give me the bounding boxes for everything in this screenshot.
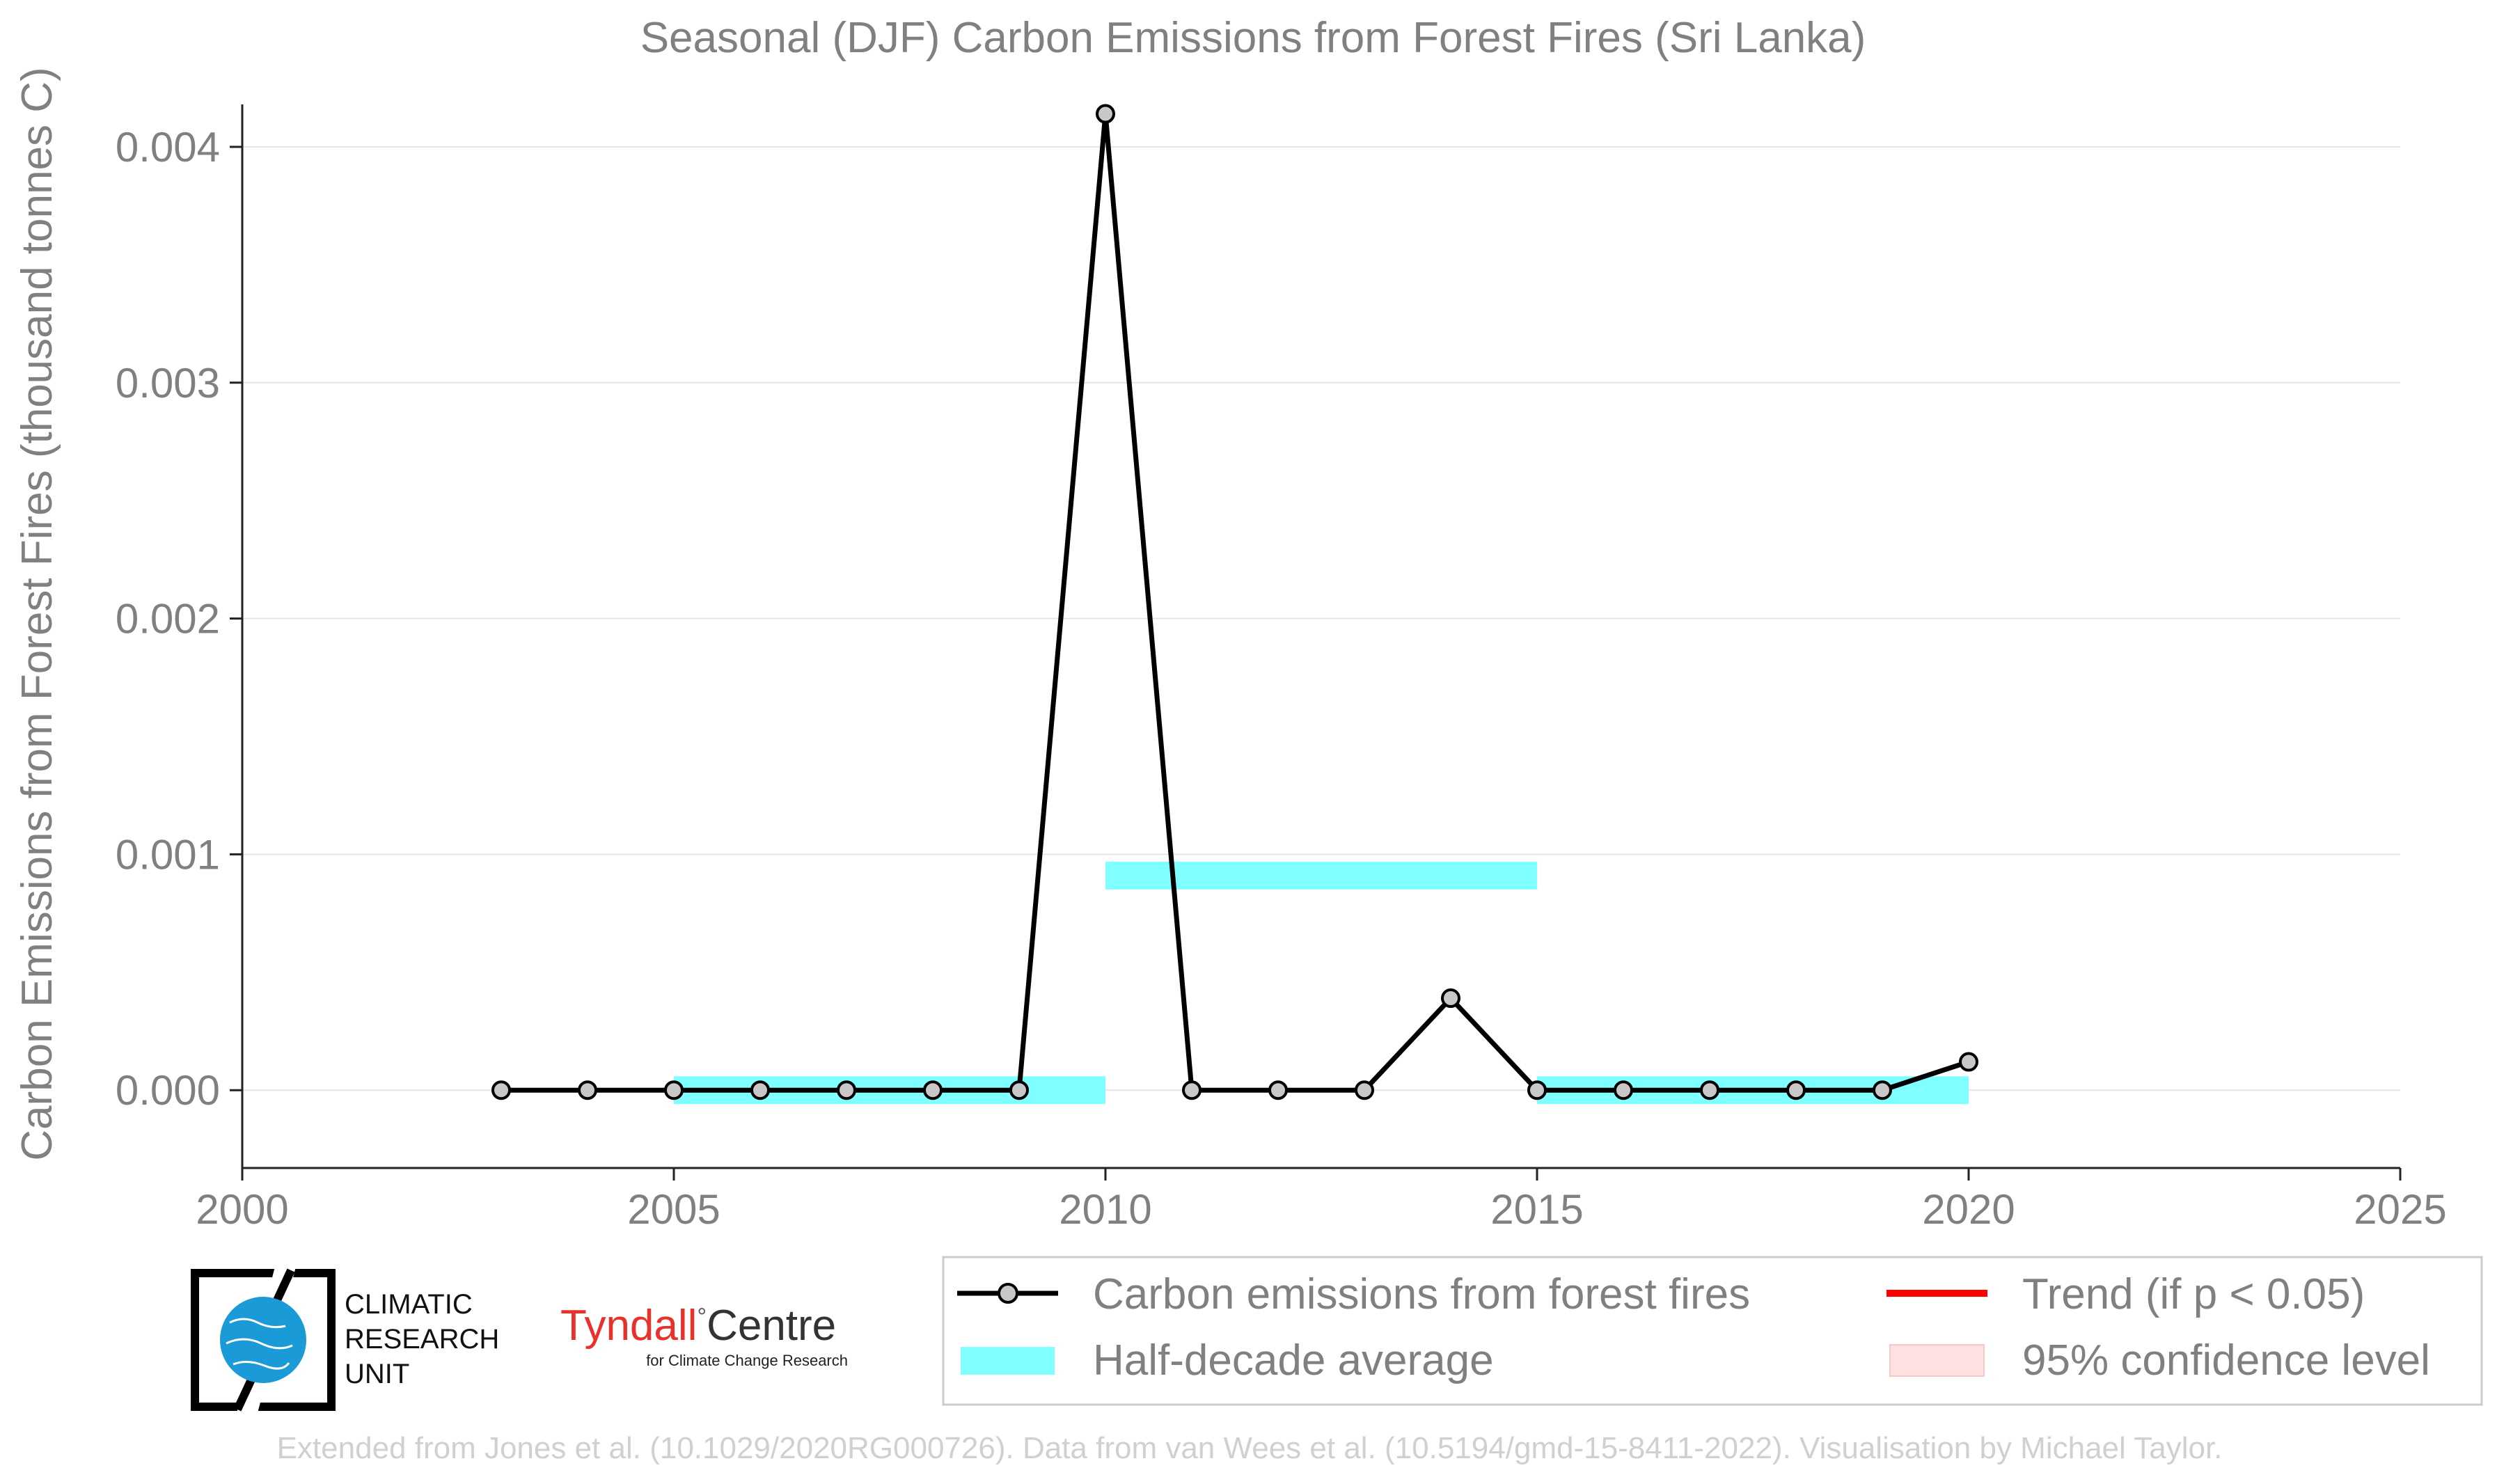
cru-logo-text-line1: CLIMATIC <box>345 1289 473 1320</box>
data-point-2015 <box>1527 1080 1547 1100</box>
x-tick-label-2025: 2025 <box>2354 1186 2446 1233</box>
y-axis-label: Carbon Emissions from Forest Fires (thou… <box>13 67 61 1160</box>
data-point-2020 <box>1959 1052 1978 1072</box>
cru-logo-slash-top <box>272 1268 295 1304</box>
globe-icon-lines <box>226 1318 293 1370</box>
legend-label-series: Carbon emissions from forest fires <box>1093 1270 1750 1318</box>
data-point-2018 <box>1786 1080 1806 1100</box>
data-point-2011 <box>1182 1080 1202 1100</box>
data-point-2010 <box>1096 104 1115 124</box>
cru-logo-text-line3: UNIT <box>345 1359 409 1389</box>
svg-text:Tyndall°Centre: Tyndall°Centre <box>560 1302 836 1350</box>
legend-label-half-decade: Half-decade average <box>1093 1336 1494 1384</box>
legend-symbol-series-marker <box>998 1283 1018 1304</box>
legend-label-confidence: 95% confidence level <box>2022 1336 2430 1384</box>
series-line <box>501 113 1970 1093</box>
half-decade-bar-1 <box>1105 861 1537 890</box>
legend-symbol-confidence <box>1889 1344 1985 1377</box>
data-point-2017 <box>1700 1080 1719 1100</box>
x-tick-label-2005: 2005 <box>627 1186 720 1233</box>
data-point-2014 <box>1441 988 1460 1009</box>
data-point-2008 <box>923 1080 943 1100</box>
legend: Carbon emissions from forest fires Half-… <box>942 1256 2483 1406</box>
y-tick-label-4: 0.004 <box>116 124 220 171</box>
data-point-2012 <box>1268 1080 1288 1100</box>
cru-logo: CLIMATIC RESEARCH UNIT <box>191 1267 499 1413</box>
data-point-2007 <box>837 1080 856 1100</box>
gridlines <box>242 145 2400 1091</box>
credit-text: Extended from Jones et al. (10.1029/2020… <box>277 1431 2223 1465</box>
legend-box <box>942 1256 2483 1406</box>
legend-symbol-half-decade <box>961 1347 1055 1375</box>
data-point-2013 <box>1355 1080 1374 1100</box>
tyndall-subtitle: for Climate Change Research <box>646 1352 848 1369</box>
x-tick-label-2020: 2020 <box>1922 1186 2015 1233</box>
tyndall-logo: Tyndall°Centre for Climate Change Resear… <box>560 1302 848 1369</box>
cru-logo-frame <box>191 1269 336 1411</box>
cru-logo-text-line2: RESEARCH <box>345 1324 499 1355</box>
x-tick-label-2000: 2000 <box>196 1186 288 1233</box>
x-axis-ticks: 2000 2005 2010 2015 2020 2025 <box>196 1168 2447 1233</box>
data-point-2006 <box>750 1080 770 1100</box>
y-axis-ticks: 0.000 0.001 0.002 0.003 0.004 <box>116 124 242 1114</box>
tyndall-centre: Centre <box>707 1302 836 1350</box>
legend-label-trend: Trend (if p < 0.05) <box>2022 1270 2365 1318</box>
half-decade-average-bars <box>674 861 1969 1105</box>
y-tick-label-0: 0.000 <box>116 1067 220 1114</box>
x-tick-label-2010: 2010 <box>1059 1186 1151 1233</box>
data-points <box>491 104 1978 1100</box>
data-point-2005 <box>664 1080 684 1100</box>
x-tick-label-2015: 2015 <box>1490 1186 1583 1233</box>
data-point-2004 <box>578 1080 597 1100</box>
y-tick-label-2: 0.002 <box>116 596 220 642</box>
y-tick-label-3: 0.003 <box>116 360 220 406</box>
data-point-2009 <box>1009 1080 1029 1100</box>
y-tick-label-1: 0.001 <box>116 831 220 878</box>
chart-title: Seasonal (DJF) Carbon Emissions from For… <box>640 14 1866 62</box>
data-point-2019 <box>1873 1080 1892 1100</box>
tyndall-name: Tyndall <box>560 1302 697 1350</box>
tyndall-degree: ° <box>697 1304 707 1330</box>
cru-logo-slash-bottom <box>233 1376 256 1412</box>
data-point-2016 <box>1614 1080 1633 1100</box>
data-point-2003 <box>491 1080 511 1100</box>
